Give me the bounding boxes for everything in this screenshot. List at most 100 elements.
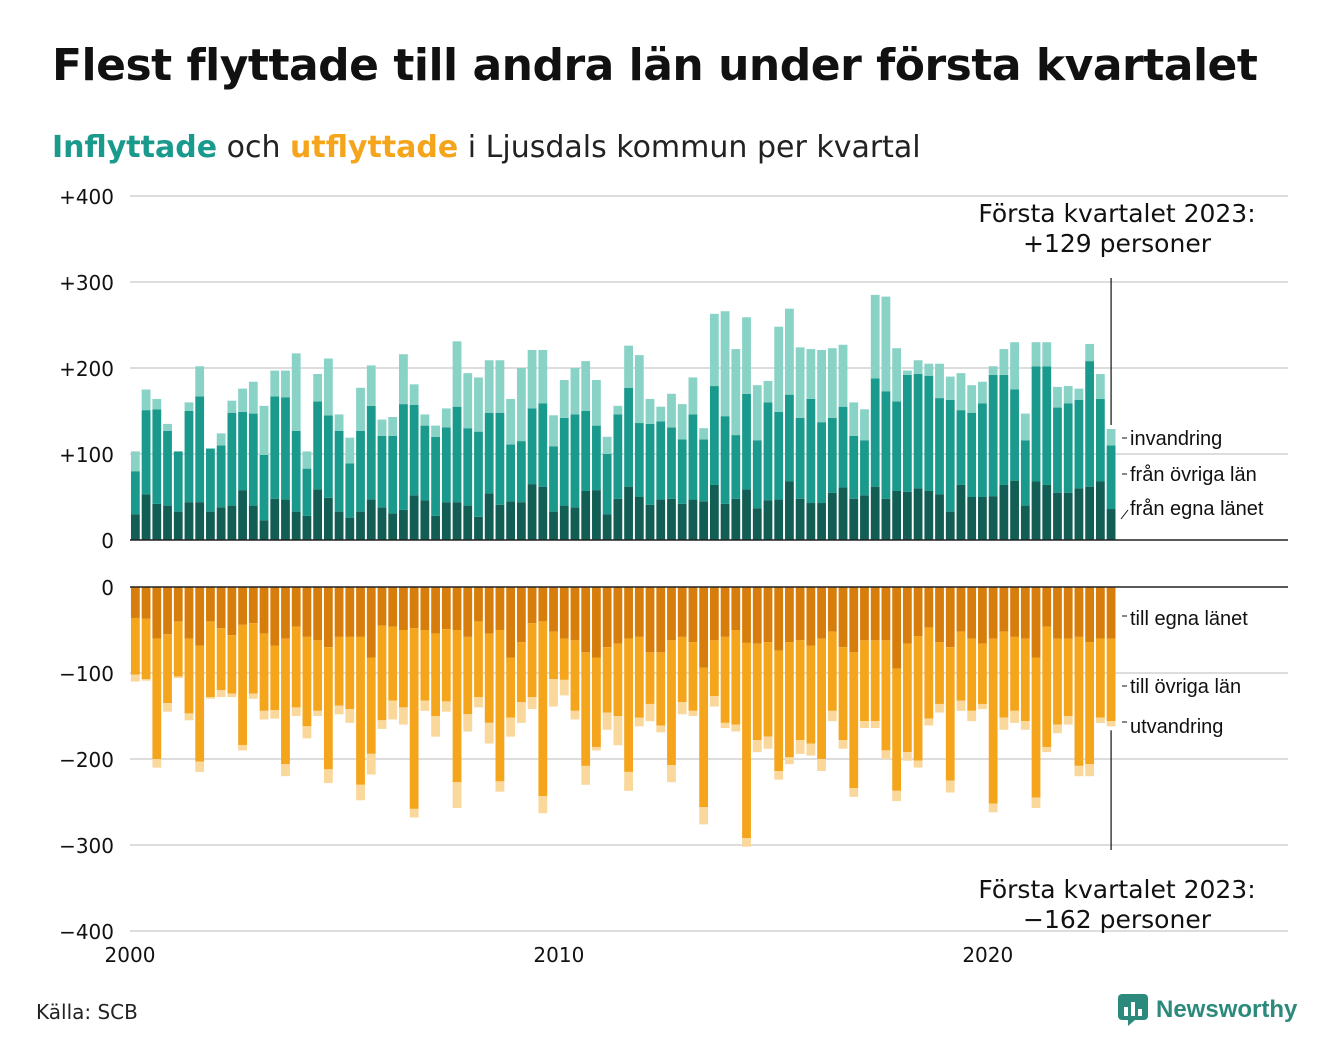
bar-utflyttade-segment xyxy=(173,621,183,677)
bar-inflyttade-segment xyxy=(409,384,419,405)
bar-inflyttade-segment xyxy=(667,393,676,428)
bar-utflyttade-segment xyxy=(881,587,891,641)
bar-utflyttade-segment xyxy=(667,765,676,783)
bar-inflyttade-segment xyxy=(130,514,140,540)
bar-utflyttade-segment xyxy=(270,645,280,710)
bar-inflyttade-segment xyxy=(699,439,709,502)
bar-inflyttade-segment xyxy=(656,406,666,422)
bar-utflyttade-segment xyxy=(849,652,859,789)
bar-utflyttade-segment xyxy=(1106,587,1116,639)
bar-inflyttade-segment xyxy=(195,396,205,503)
bar-inflyttade-segment xyxy=(1010,389,1019,481)
bar-utflyttade-segment xyxy=(624,771,633,791)
bar-inflyttade-segment xyxy=(785,481,794,540)
bar-utflyttade-segment xyxy=(752,587,762,644)
bar-inflyttade-segment xyxy=(506,398,516,445)
bar-utflyttade-segment xyxy=(785,642,794,758)
bar-utflyttade-segment xyxy=(152,587,162,639)
bar-utflyttade-segment xyxy=(1074,587,1084,637)
bar-inflyttade-segment xyxy=(570,507,580,540)
bar-inflyttade-segment xyxy=(313,374,323,402)
bar-utflyttade-segment xyxy=(667,587,676,641)
bar-utflyttade-segment xyxy=(570,640,580,711)
bar-utflyttade-segment xyxy=(356,784,365,801)
bar-utflyttade-segment xyxy=(892,790,902,802)
bar-utflyttade-segment xyxy=(720,587,730,637)
bar-inflyttade-segment xyxy=(624,486,633,540)
bar-inflyttade-segment xyxy=(366,405,376,500)
bar-utflyttade-segment xyxy=(838,587,848,648)
bar-inflyttade-segment xyxy=(452,406,462,503)
bar-utflyttade-segment xyxy=(399,587,408,630)
bar-utflyttade-segment xyxy=(999,631,1009,718)
bar-inflyttade-segment xyxy=(420,414,430,426)
bar-inflyttade-segment xyxy=(634,355,644,424)
bar-inflyttade-segment xyxy=(827,492,837,540)
chart-title: Flest flyttade till andra län under förs… xyxy=(52,40,1258,91)
bar-inflyttade-segment xyxy=(474,516,483,540)
annotation-text: +129 personer xyxy=(1023,229,1212,258)
bar-inflyttade-segment xyxy=(838,406,848,488)
bar-inflyttade-segment xyxy=(409,404,419,496)
bar-inflyttade-segment xyxy=(302,468,312,516)
bar-utflyttade-segment xyxy=(881,640,891,751)
bar-inflyttade-segment xyxy=(634,423,644,497)
bar-utflyttade-segment xyxy=(130,674,140,682)
bar-utflyttade-segment xyxy=(302,726,312,739)
bar-utflyttade-segment xyxy=(388,626,398,701)
bar-inflyttade-segment xyxy=(999,484,1009,540)
bar-utflyttade-segment xyxy=(1074,636,1084,766)
bar-inflyttade-segment xyxy=(613,405,623,415)
bar-inflyttade-segment xyxy=(656,421,666,500)
bar-inflyttade-segment xyxy=(742,489,751,540)
bar-utflyttade-segment xyxy=(409,587,419,629)
bar-utflyttade-segment xyxy=(431,587,440,634)
bar-inflyttade-segment xyxy=(881,296,891,392)
bar-inflyttade-segment xyxy=(677,503,687,540)
bar-utflyttade-segment xyxy=(1095,638,1105,718)
bar-inflyttade-segment xyxy=(152,503,162,540)
bar-inflyttade-segment xyxy=(538,486,548,540)
bar-utflyttade-segment xyxy=(817,587,826,639)
bar-inflyttade-segment xyxy=(978,403,987,497)
bar-utflyttade-segment xyxy=(506,657,516,718)
bar-inflyttade-segment xyxy=(441,502,451,540)
bar-utflyttade-segment xyxy=(634,717,644,727)
bar-utflyttade-segment xyxy=(420,700,430,711)
bar-inflyttade-segment xyxy=(849,402,859,436)
bar-utflyttade-segment xyxy=(592,657,601,747)
bar-utflyttade-segment xyxy=(313,640,323,711)
bar-utflyttade-segment xyxy=(806,587,816,646)
newsworthy-logo: Newsworthy xyxy=(1118,994,1297,1026)
bar-inflyttade-segment xyxy=(978,497,987,540)
bar-utflyttade-segment xyxy=(474,621,483,698)
bar-inflyttade-segment xyxy=(163,430,172,506)
bar-inflyttade-segment xyxy=(259,405,269,455)
bar-utflyttade-segment xyxy=(345,709,355,723)
bar-utflyttade-segment xyxy=(667,640,676,766)
bar-inflyttade-segment xyxy=(795,417,805,499)
bar-utflyttade-segment xyxy=(441,587,451,630)
bar-utflyttade-segment xyxy=(495,630,505,782)
y-tick-label: 0 xyxy=(101,576,114,600)
bar-inflyttade-segment xyxy=(795,498,805,540)
bar-inflyttade-segment xyxy=(924,363,934,376)
bar-inflyttade-segment xyxy=(967,385,977,413)
bar-utflyttade-segment xyxy=(388,587,398,627)
bar-inflyttade-segment xyxy=(913,360,923,375)
bar-utflyttade-segment xyxy=(559,679,569,696)
bar-utflyttade-segment xyxy=(431,716,440,737)
bar-inflyttade-segment xyxy=(881,391,891,499)
newsworthy-logo-text: Newsworthy xyxy=(1156,996,1298,1023)
bar-utflyttade-segment xyxy=(763,736,773,749)
series-label: utvandring xyxy=(1130,716,1223,738)
bar-inflyttade-segment xyxy=(538,349,548,404)
bar-inflyttade-segment xyxy=(860,409,869,441)
bar-inflyttade-segment xyxy=(141,410,151,495)
bar-inflyttade-segment xyxy=(785,308,794,395)
newsworthy-logo-icon xyxy=(1118,994,1148,1026)
bar-inflyttade-segment xyxy=(559,505,569,540)
bar-inflyttade-segment xyxy=(463,428,473,506)
bar-inflyttade-segment xyxy=(474,377,483,432)
bar-inflyttade-segment xyxy=(602,436,612,454)
